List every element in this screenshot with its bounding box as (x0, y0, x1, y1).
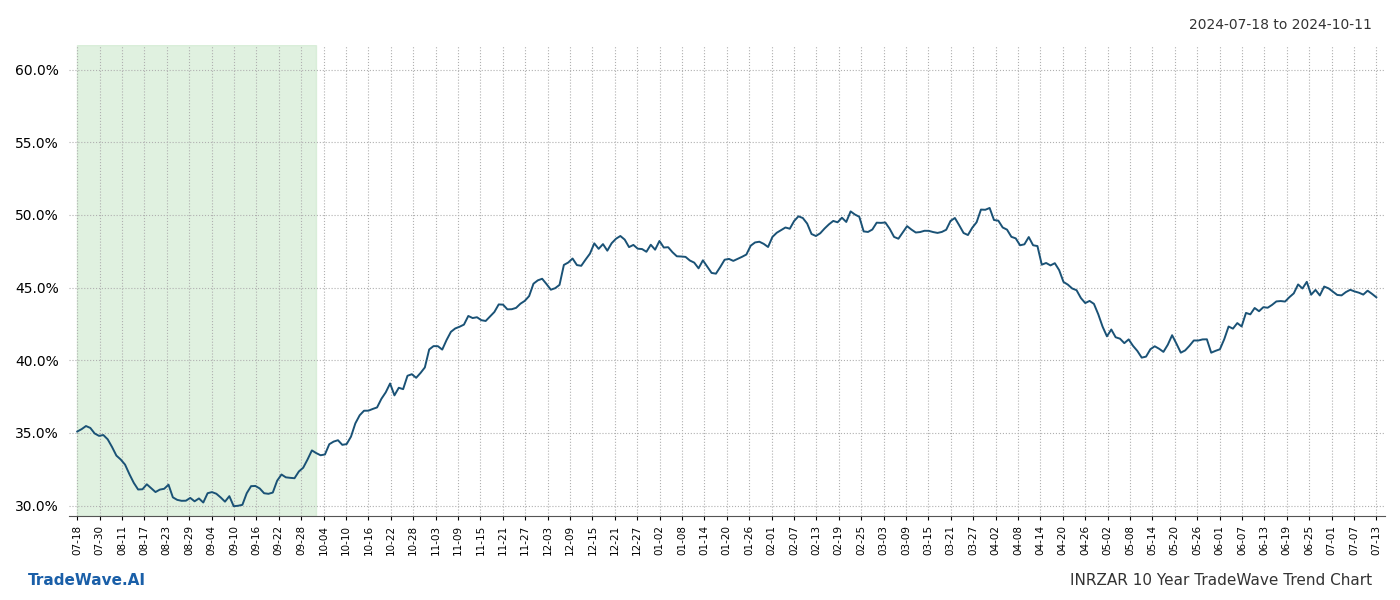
Text: 2024-07-18 to 2024-10-11: 2024-07-18 to 2024-10-11 (1189, 18, 1372, 32)
Text: INRZAR 10 Year TradeWave Trend Chart: INRZAR 10 Year TradeWave Trend Chart (1070, 573, 1372, 588)
Bar (77, 45, 316, 516)
Text: TradeWave.AI: TradeWave.AI (28, 573, 146, 588)
